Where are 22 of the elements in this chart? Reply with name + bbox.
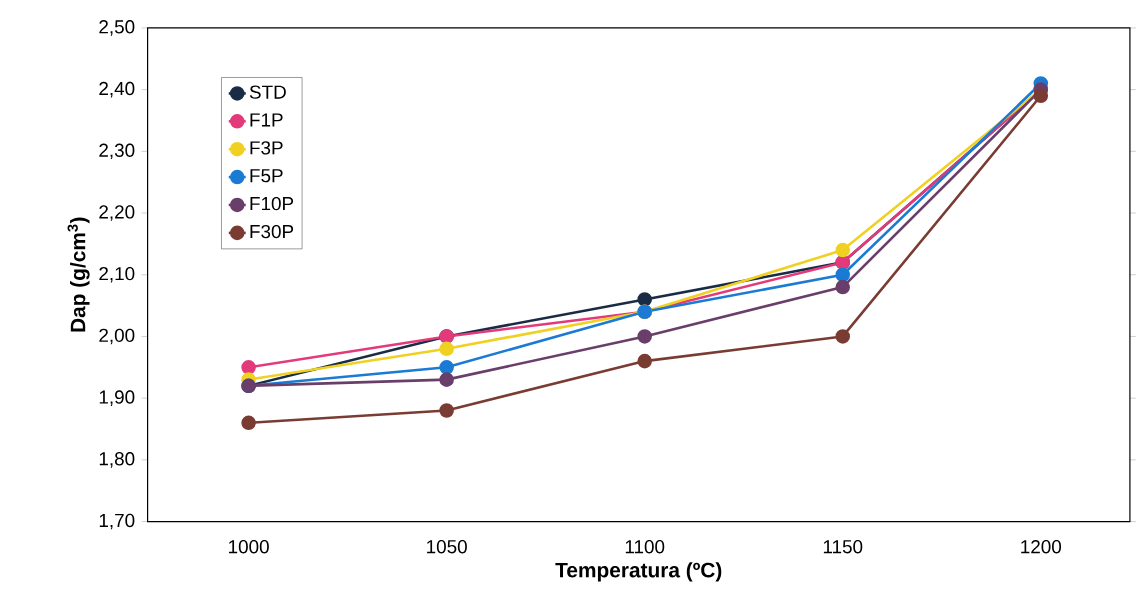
x-tick-label: 1150 bbox=[823, 539, 863, 554]
y-tick-label: 1,80 bbox=[99, 451, 135, 468]
y-tick-label: 2,20 bbox=[99, 205, 135, 221]
y-tick-label: 1,70 bbox=[99, 513, 135, 530]
legend-label: F1P bbox=[250, 113, 283, 127]
y-tick-label: 2,30 bbox=[99, 143, 135, 159]
legend-label: F10P bbox=[250, 196, 294, 211]
legend-label: STD bbox=[249, 85, 286, 99]
legend-label: F30P bbox=[250, 224, 294, 239]
y-tick-label: 2,50 bbox=[99, 19, 135, 36]
legend-label: F5P bbox=[250, 169, 283, 183]
x-tick-label: 1050 bbox=[427, 539, 467, 554]
y-tick-label: 1,90 bbox=[99, 390, 135, 406]
legend-label: F3P bbox=[250, 141, 283, 155]
x-tick-label: 1100 bbox=[625, 539, 665, 554]
y-tick-label: 2,10 bbox=[99, 266, 135, 283]
x-axis-title: Temperatura (ºC) bbox=[555, 562, 722, 582]
y-axis-title: Dap (g/cm$^{3}$) bbox=[67, 217, 90, 332]
x-tick-label: 1000 bbox=[229, 539, 269, 554]
y-tick-label: 2,40 bbox=[99, 81, 135, 98]
y-tick-label: 2,00 bbox=[99, 328, 135, 345]
x-tick-label: 1200 bbox=[1021, 539, 1062, 554]
